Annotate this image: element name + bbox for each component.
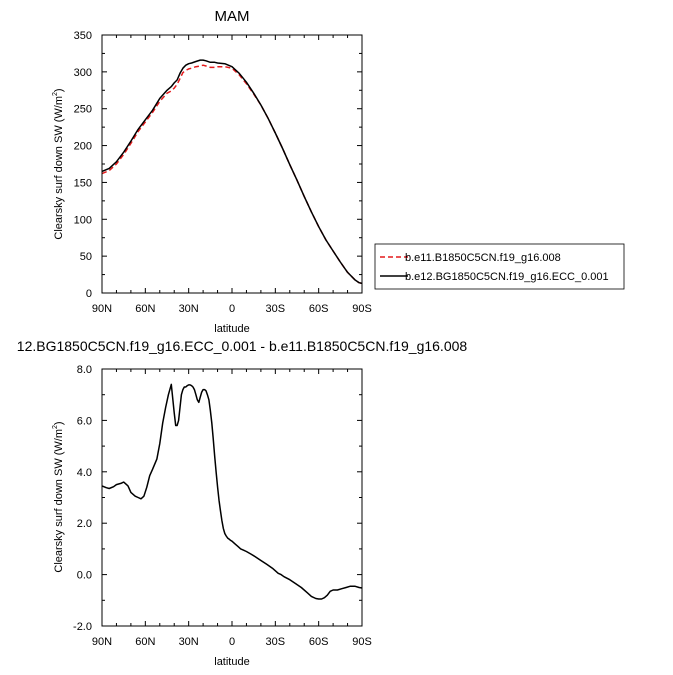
top-y-tick-label: 200	[74, 141, 92, 153]
bottom-plot-frame	[101, 368, 363, 627]
top-y-axis-label-sup: 2	[52, 92, 59, 96]
bottom-x-tick-label: 0	[229, 636, 235, 648]
bottom-x-tick-label: 30S	[266, 636, 286, 648]
top-y-tick-label: 150	[74, 177, 92, 189]
bottom-y-axis-label-end: )	[53, 421, 65, 425]
top-x-tick-label: 90S	[352, 303, 372, 315]
top-chart-title: MAM	[215, 8, 250, 25]
top-x-tick-label: 60N	[135, 303, 155, 315]
top-x-tick-label: 30S	[266, 303, 286, 315]
top-x-tick-label: 90N	[92, 303, 112, 315]
bottom-y-tick-label: -2.0	[73, 621, 92, 633]
top-y-axis-label-main: Clearsky surf down SW (W/m	[53, 96, 65, 240]
top-y-tick-label: 250	[74, 104, 92, 116]
bottom-y-tick-label: 6.0	[77, 415, 92, 427]
legend: b.e11.B1850C5CN.f19_g16.008 b.e12.BG1850…	[374, 243, 625, 290]
top-y-tick-label: 0	[86, 288, 92, 300]
bottom-tick-labels: 90N 60N 30N 0 30S 60S 90S -2.0 0.0 2.0 4.0 6.0 8.0	[73, 364, 372, 648]
top-y-axis-label-end: )	[53, 88, 65, 92]
bottom-series-line-1	[101, 383, 363, 600]
legend-label-series-2: b.e12.BG1850C5CN.f19_g16.ECC_0.001	[405, 271, 609, 283]
bottom-y-tick-label: 8.0	[77, 364, 92, 376]
top-x-tick-label: 30N	[179, 303, 199, 315]
legend-label-series-1: b.e11.B1850C5CN.f19_g16.008	[405, 252, 561, 264]
bottom-x-tick-label: 90N	[92, 636, 112, 648]
bottom-chart-title: 12.BG1850C5CN.f19_g16.ECC_0.001 - b.e11.…	[17, 338, 468, 354]
top-series	[101, 59, 363, 285]
legend-box	[374, 243, 625, 290]
bottom-chart: 12.BG1850C5CN.f19_g16.ECC_0.001 - b.e11.…	[17, 338, 468, 668]
top-series-line-2	[101, 59, 363, 285]
top-y-tick-label: 350	[74, 30, 92, 42]
top-plot-frame	[101, 34, 363, 294]
bottom-y-tick-label: 2.0	[77, 518, 92, 530]
top-chart: MAM 90N 60N 30N 0 30S 60S 90S 0 50 100 150 200 250 30…	[52, 8, 625, 335]
top-x-axis-label: latitude	[214, 323, 249, 335]
top-tick-labels: 90N 60N 30N 0 30S 60S 90S 0 50 100 150 200 250 300 350	[74, 30, 372, 315]
bottom-x-axis-label: latitude	[214, 656, 249, 668]
top-x-tick-label: 0	[229, 303, 235, 315]
top-y-tick-label: 50	[80, 251, 92, 263]
top-y-axis-label: Clearsky surf down SW (W/m2)	[52, 88, 65, 239]
top-x-tick-label: 60S	[309, 303, 329, 315]
bottom-x-tick-label: 30N	[179, 636, 199, 648]
bottom-y-tick-label: 4.0	[77, 467, 92, 479]
top-ticks	[101, 34, 363, 294]
bottom-x-tick-label: 60N	[135, 636, 155, 648]
bottom-y-tick-label: 0.0	[77, 570, 92, 582]
top-series-line-1	[101, 64, 363, 285]
bottom-series	[101, 383, 363, 600]
bottom-x-tick-label: 60S	[309, 636, 329, 648]
bottom-y-axis-label-sup: 2	[52, 425, 59, 429]
bottom-x-tick-label: 90S	[352, 636, 372, 648]
bottom-ticks	[101, 368, 363, 627]
top-y-tick-label: 300	[74, 67, 92, 79]
bottom-y-axis-label: Clearsky surf down SW (W/m2)	[52, 421, 65, 572]
top-y-tick-label: 100	[74, 214, 92, 226]
bottom-y-axis-label-main: Clearsky surf down SW (W/m	[53, 429, 65, 573]
